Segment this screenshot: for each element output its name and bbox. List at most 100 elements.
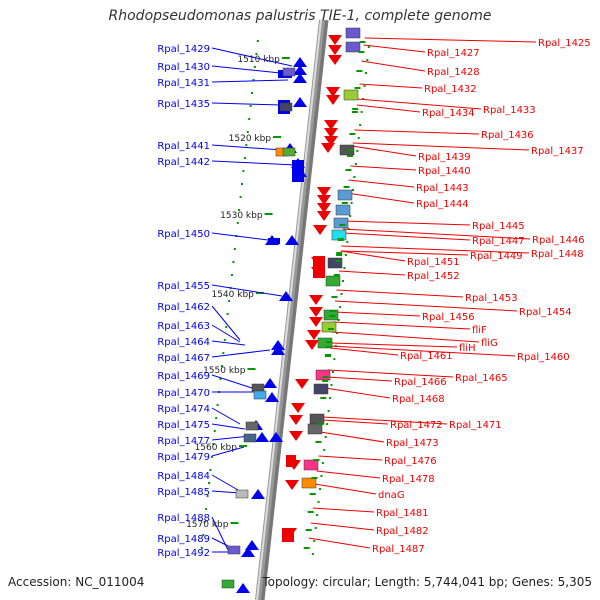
gene-label-right: Rpal_1444 [416,199,469,210]
gene-connector-right [354,129,480,135]
gene-label-left: Rpal_1470 [157,388,210,399]
forward-gene-arrow [285,235,299,245]
gene-tick-right [315,441,322,443]
gene-tick-right [349,133,356,135]
gene-label-left: Rpal_1435 [157,99,210,110]
gene-connector-right [356,104,421,113]
gene-label-right: Rpal_1445 [472,221,525,232]
gene-label-right: Rpal_1478 [382,474,435,485]
scale-tick-right [344,254,347,256]
gene-connector-left [211,144,283,151]
gene-connector-left [211,374,253,389]
gene-tick-right [336,252,343,254]
scale-tick-right [359,124,362,126]
gene-connector-right [320,431,385,443]
gene-label-right: Rpal_1452 [407,271,460,282]
gene-label-left: Rpal_1455 [157,281,210,292]
scale-tick-left [246,131,249,133]
gene-connector-right [322,416,448,425]
scale-tick-left [238,209,241,211]
gene-connector-left [211,102,283,106]
gene-label-right: Rpal_1466 [394,377,447,388]
scale-tick-right [317,501,320,503]
gene-tick-right [331,296,338,298]
gene-label-right: Rpal_1428 [427,67,480,78]
scale-tick-left [219,378,222,380]
gene-label-right: Rpal_1446 [532,235,585,246]
gene-domain-block-right [313,383,329,395]
gene-label-left: Rpal_1442 [157,157,210,168]
scale-tick-right [331,371,334,373]
scale-tick-left [216,404,219,406]
gene-tick-right [329,315,336,317]
scale-tick-right [330,384,333,386]
gene-connector-right [344,220,471,226]
gene-connector-left [211,79,289,83]
gene-connector-left [211,340,246,346]
gene-tick-right [325,346,332,348]
gene-domain-block-right [315,369,331,381]
scale-tick-right [327,410,330,412]
scale-tick-right [311,553,314,555]
gene-connector-left [211,407,241,425]
gene-domain-block-right [335,204,351,216]
gene-label-left: Rpal_1450 [157,229,210,240]
gene-domain-block-left [227,545,241,555]
gene-tick-right [345,169,352,171]
gene-tick-right [335,260,342,262]
genome-title: Rhodopseudomonas palustris TIE-1, comple… [108,8,492,24]
gene-connector-left [211,490,241,494]
scale-tick-left [251,92,254,94]
scale-tick-left [222,352,225,354]
forward-gene-arrow [271,345,285,355]
gene-tick-right [346,155,353,157]
scale-tick-right [356,150,359,152]
gene-label-right: Rpal_1461 [400,351,453,362]
gene-tick-right [305,529,312,531]
gene-label-right: Rpal_1460 [517,352,570,363]
gene-label-left: Rpal_1462 [157,302,210,313]
gene-label-right: fliG [481,338,498,349]
scale-tick-left [253,66,256,68]
gene-tick-right [351,111,358,113]
gene-connector-right [352,142,530,151]
scale-tick-left [239,196,242,198]
reverse-gene-arrow [326,95,340,105]
gene-label-right: Rpal_1434 [422,108,475,119]
gene-domain-block-left [221,579,235,589]
gene-label-right: Rpal_1465 [455,373,508,384]
scale-tick-left [232,261,235,263]
gene-label-right: Rpal_1481 [376,508,429,519]
scale-tick-left [203,521,206,523]
gene-label-right: Rpal_1433 [483,105,536,116]
scale-tick-right [343,267,346,269]
forward-gene-arrow [279,291,293,301]
gene-connector-left [211,474,239,491]
forward-gene-arrow [265,392,279,402]
gene-domain-block-left [235,489,249,499]
gene-tick-right [326,341,333,343]
scale-tick-left [220,365,223,367]
gene-connector-right [336,289,464,298]
gene-label-right: Rpal_1476 [384,456,437,467]
gene-tick-right [309,493,316,495]
gene-label-right: dnaG [378,490,405,501]
gene-connector-right [330,342,458,348]
reverse-gene-arrow [317,211,331,221]
reverse-gene-arrow [309,307,323,317]
gene-label-right: Rpal_1472 [390,420,443,431]
gene-tick-right [322,376,329,378]
gene-tick-right [322,380,329,382]
scale-tick-right [321,462,324,464]
forward-gene-arrow [293,73,307,83]
scale-tick-left [215,417,218,419]
gene-domain-block-left [279,102,293,112]
gene-tick-right [307,511,314,513]
gene-tick-right [311,477,318,479]
gene-label-left: Rpal_1492 [157,548,210,559]
gene-label-right: fliH [459,343,476,354]
gene-label-right: Rpal_1482 [376,526,429,537]
scale-tick-left [209,469,212,471]
scale-label: 1570 kbp [186,520,229,530]
